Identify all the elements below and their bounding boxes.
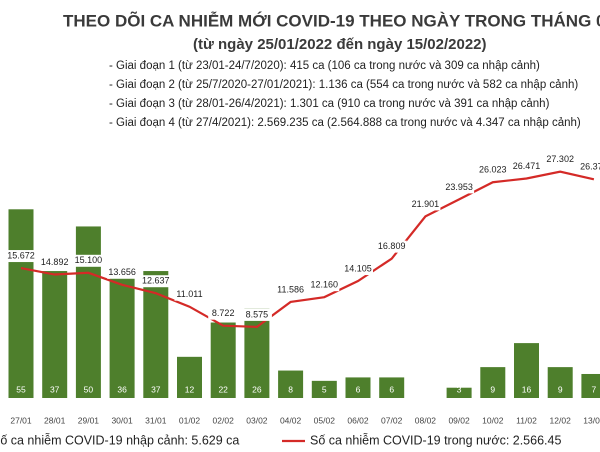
x-tick-label: 13/02 — [583, 415, 600, 425]
line-label: 8.575 — [246, 309, 269, 319]
x-tick-label: 30/01 — [111, 415, 133, 425]
line-label: 14.105 — [344, 263, 372, 273]
bar-label: 6 — [356, 384, 361, 394]
bar — [345, 377, 371, 398]
x-tick-label: 05/02 — [314, 415, 336, 425]
x-tick-label: 04/02 — [280, 415, 302, 425]
line-label: 8.722 — [212, 308, 235, 318]
x-tick-label: 12/02 — [550, 415, 572, 425]
line-label: 15.672 — [7, 250, 35, 260]
line-label-box — [107, 266, 138, 279]
bar-label: 50 — [84, 384, 94, 394]
line-label-box — [511, 160, 542, 173]
bar — [581, 373, 600, 398]
bar — [177, 356, 202, 398]
bar-label: 5 — [322, 384, 327, 394]
x-tick-label: 29/01 — [78, 415, 100, 425]
line-label-box — [140, 275, 171, 288]
line-label-box — [6, 250, 36, 263]
line-label-box — [241, 308, 272, 321]
bar-label: 9 — [558, 384, 563, 394]
bar — [278, 370, 304, 398]
x-tick-label: 11/02 — [516, 415, 537, 425]
note: - Giai đoạn 3 (từ 28/01-26/4/2021): 1.30… — [109, 98, 550, 110]
bar-label: 9 — [490, 384, 495, 394]
bar-label: 7 — [592, 384, 597, 394]
x-tick-label: 10/02 — [482, 415, 504, 425]
x-tick-label: 28/01 — [44, 415, 66, 425]
line-label: 26.023 — [479, 165, 507, 175]
line-label-box — [275, 283, 306, 296]
bar — [547, 367, 573, 398]
note: - Giai đoạn 2 (từ 25/7/2020-27/01/2021):… — [109, 79, 578, 91]
x-tick-label: 07/02 — [381, 415, 403, 425]
chart-subtitle: (từ ngày 25/01/2022 đến ngày 15/02/2022) — [193, 36, 487, 53]
line-label: 11.011 — [176, 289, 202, 299]
bar — [480, 367, 506, 398]
legend-label: Số ca nhiễm COVID-19 trong nước: 2.566.4… — [310, 432, 561, 447]
line-label-box — [444, 181, 475, 194]
bar — [109, 274, 135, 398]
line-label: 11.586 — [277, 284, 304, 294]
line-label: 16.809 — [378, 241, 406, 251]
bar-label: 3 — [457, 384, 462, 394]
chart-title: THEO DÕI CA NHIỄM MỚI COVID-19 THEO NGÀY… — [63, 10, 600, 30]
bar-label: 37 — [151, 384, 161, 394]
x-tick-label: 01/02 — [179, 415, 201, 425]
line-label: 26.471 — [513, 161, 541, 171]
line-label: 26.372 — [580, 162, 600, 172]
line-label: 27.302 — [546, 154, 574, 164]
bar-label: 22 — [218, 384, 228, 394]
line-label: 23.953 — [445, 182, 473, 192]
bar — [244, 308, 270, 398]
bar — [379, 377, 405, 398]
x-tick-label: 08/02 — [415, 415, 437, 425]
legend-label: Số ca nhiễm COVID-19 nhập cảnh: 5.629 ca — [0, 432, 239, 447]
line-label-box — [545, 153, 576, 166]
x-tick-label: 27/01 — [10, 415, 32, 425]
bar-label: 36 — [117, 384, 127, 394]
bar — [42, 271, 68, 398]
line-label: 14.892 — [41, 257, 69, 267]
line-label-box — [39, 256, 70, 269]
note: - Giai đoạn 4 (từ 27/4/2021): 2.569.235 … — [109, 117, 581, 129]
bar — [514, 343, 539, 398]
x-tick-label: 31/01 — [145, 415, 167, 425]
line-label-box — [73, 254, 104, 267]
line-label: 21.901 — [412, 199, 440, 209]
bar-label: 26 — [252, 384, 262, 394]
bar-label: 37 — [50, 384, 60, 394]
bar — [8, 209, 34, 398]
x-tick-label: 06/02 — [347, 415, 369, 425]
note: - Giai đoạn 1 (từ 23/01-24/7/2020): 415 … — [109, 60, 540, 72]
line-label: 12.637 — [142, 276, 170, 286]
line-label-box — [174, 288, 205, 301]
x-tick-label: 02/02 — [213, 415, 235, 425]
bar — [75, 226, 101, 398]
bar-label: 12 — [185, 384, 195, 394]
bar-label: 16 — [522, 384, 532, 394]
bar — [311, 380, 337, 398]
x-tick-label: 03/02 — [246, 415, 268, 425]
bar — [446, 387, 472, 398]
line-label-box — [477, 164, 508, 177]
line — [20, 170, 595, 329]
bar-label: 8 — [288, 384, 293, 394]
line-label: 12.160 — [311, 280, 339, 290]
bar-label: 55 — [16, 384, 26, 394]
bar-label: 6 — [389, 384, 394, 394]
line-label-box — [309, 279, 340, 292]
line-label: 13.656 — [108, 267, 136, 277]
line-label-box — [578, 161, 600, 174]
bar — [210, 322, 236, 398]
line-label-box — [376, 240, 407, 253]
line-label-box — [343, 263, 373, 276]
line-label-box — [410, 198, 441, 211]
line-label-box — [208, 307, 239, 320]
x-tick-label: 09/02 — [448, 415, 470, 425]
line-label: 15.100 — [75, 255, 103, 265]
